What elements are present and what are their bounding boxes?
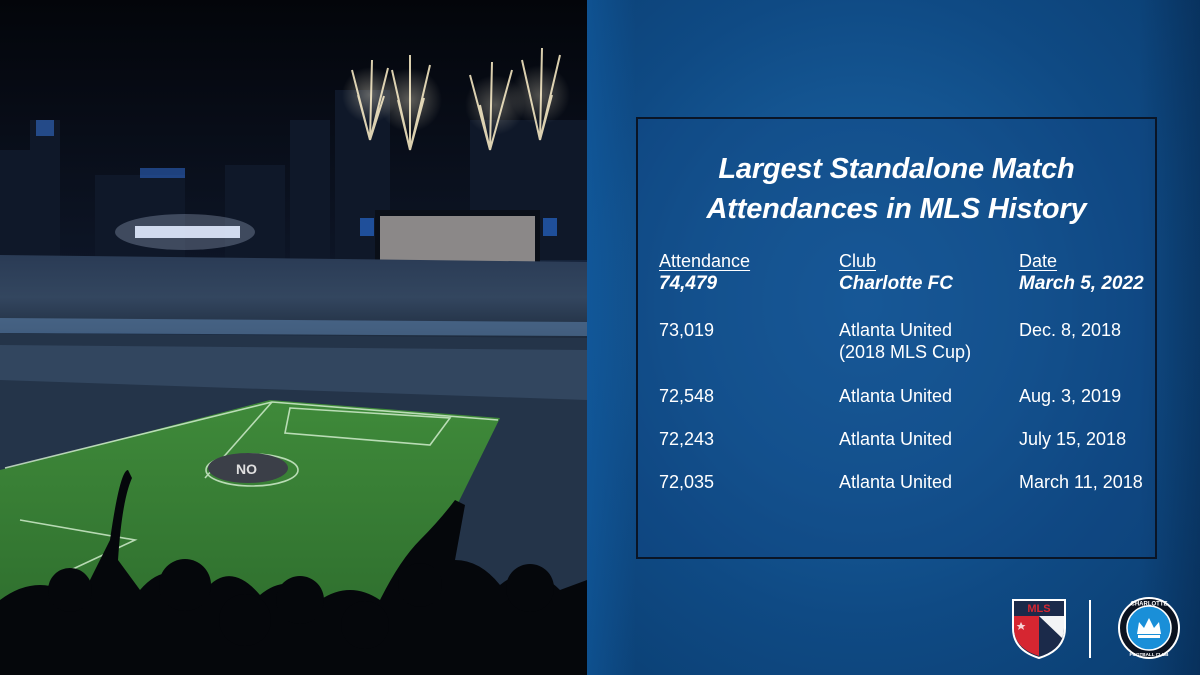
logo-divider	[1089, 600, 1091, 658]
row-5-club: Atlanta United	[839, 472, 953, 492]
row-3-attendance: 72,548	[659, 386, 715, 406]
column-header-date: Date	[1019, 251, 1058, 271]
row-2-date: Dec. 8, 2018	[1019, 320, 1122, 340]
mls-logo: MLS	[1012, 599, 1066, 660]
row-2-club-note: (2018 MLS Cup)	[839, 342, 972, 362]
logo-bar: MLS CHARLOTTE FOOTBALL CLUB	[1007, 596, 1187, 660]
stadium-illustration: NO	[0, 0, 587, 675]
charlotte-crest-text-bottom: FOOTBALL CLUB	[1130, 652, 1170, 657]
stadium-photo: NO	[0, 0, 587, 675]
svg-text:NO: NO	[236, 461, 257, 477]
row-5-attendance: 72,035	[659, 472, 715, 492]
title-line-1: Largest Standalone Match	[718, 153, 1075, 185]
attendance-table: Largest Standalone Match Attendances in …	[636, 117, 1157, 559]
row-4-attendance: 72,243	[659, 429, 715, 449]
table-title: Largest Standalone Match Attendances in …	[638, 149, 1155, 229]
mls-logo-text: MLS	[1027, 603, 1050, 615]
column-header-attendance: Attendance	[659, 251, 751, 271]
charlotte-crest-text-top: CHARLOTTE	[1131, 602, 1168, 608]
row-4-club: Atlanta United	[839, 429, 953, 449]
column-header-club: Club	[839, 251, 877, 271]
charlotte-fc-crest: CHARLOTTE FOOTBALL CLUB	[1118, 597, 1180, 659]
row-2-club: Atlanta United	[839, 320, 953, 340]
row-3-club: Atlanta United	[839, 386, 953, 406]
title-line-2: Attendances in MLS History	[706, 193, 1087, 225]
row-1-attendance: 74,479	[659, 273, 718, 294]
row-1-date: March 5, 2022	[1019, 273, 1144, 294]
row-5-date: March 11, 2018	[1019, 472, 1143, 492]
row-1-club: Charlotte FC	[839, 273, 953, 294]
row-2-attendance: 73,019	[659, 320, 715, 340]
row-4-date: July 15, 2018	[1019, 429, 1127, 449]
row-3-date: Aug. 3, 2019	[1019, 386, 1122, 406]
info-panel: Largest Standalone Match Attendances in …	[587, 0, 1200, 675]
